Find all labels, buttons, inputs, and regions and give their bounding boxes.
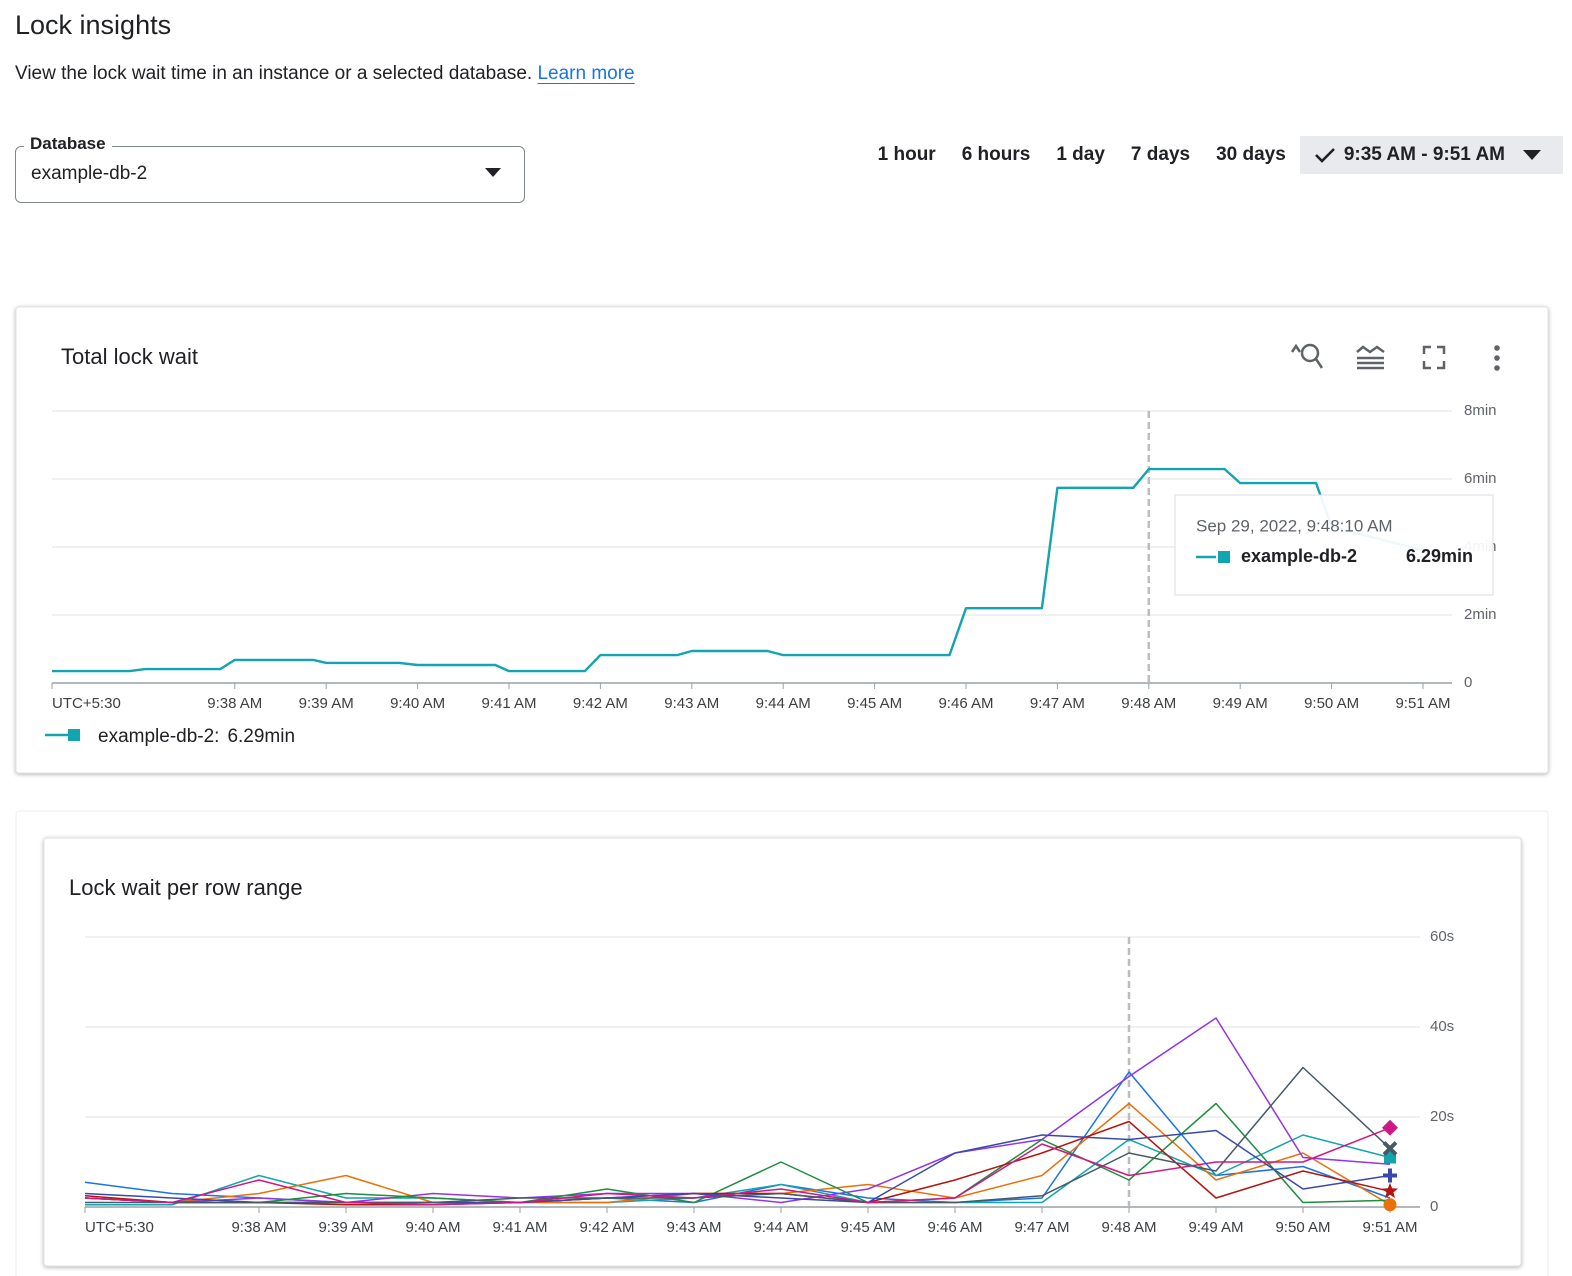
x-tick-label: 9:50 AM	[1275, 1219, 1330, 1236]
zoom-icon[interactable]	[1290, 343, 1324, 369]
x-tick-label: 9:45 AM	[847, 695, 902, 712]
dropdown-arrow	[485, 168, 501, 177]
end-marker	[1384, 1151, 1396, 1164]
y-tick-label: 2min	[1464, 606, 1497, 623]
legend-label: example-db-2:	[98, 726, 219, 747]
x-tick-label: 9:47 AM	[1014, 1219, 1069, 1236]
time-range-button[interactable]: 7 days	[1130, 144, 1191, 165]
time-range-button[interactable]: 6 hours	[961, 144, 1031, 165]
tooltip-series: example-db-2	[1241, 546, 1357, 566]
y-tick-label: 40s	[1430, 1018, 1454, 1035]
custom-range[interactable]: 9:35 AM - 9:51 AM	[1299, 136, 1563, 174]
x-tick-label: 9:49 AM	[1188, 1219, 1243, 1236]
x-tick-label: 9:38 AM	[231, 1219, 286, 1236]
x-tick-label: 9:48 AM	[1121, 695, 1176, 712]
page-title: Lock insights	[15, 10, 172, 40]
more-icon[interactable]	[1494, 345, 1500, 371]
x-tick-label: 9:41 AM	[492, 1219, 547, 1236]
legend-entry: example-db-2: 6.29min	[98, 726, 295, 747]
x-tick-label: 9:43 AM	[664, 695, 719, 712]
x-tick-label: 9:49 AM	[1213, 695, 1268, 712]
chart-title: Lock wait per row range	[69, 875, 303, 900]
x-tick-label: 9:44 AM	[756, 695, 811, 712]
x-tick-label: 9:46 AM	[938, 695, 993, 712]
end-marker	[1383, 1168, 1397, 1183]
toolbar	[1290, 343, 1446, 370]
series-line	[85, 1134, 1391, 1206]
x-tick-label: 9:51 AM	[1395, 695, 1450, 712]
x-tick-label: 9:39 AM	[299, 695, 354, 712]
end-marker	[1382, 1119, 1398, 1136]
x-tick-label: 9:40 AM	[405, 1219, 460, 1236]
x-tick-label: 9:47 AM	[1030, 695, 1085, 712]
x-tick-label: 9:46 AM	[927, 1219, 982, 1236]
tooltip-value: 6.29min	[1406, 546, 1473, 566]
time-range-button[interactable]: 1 hour	[877, 144, 936, 165]
legend-value: 6.29min	[227, 726, 295, 747]
check-icon	[1314, 148, 1335, 163]
x-tick-label: UTC+5:30	[52, 695, 121, 712]
y-tick-label: 20s	[1430, 1108, 1454, 1125]
database-select[interactable]	[15, 146, 525, 203]
series-line	[84, 1102, 1391, 1204]
x-tick-label: 9:48 AM	[1101, 1219, 1156, 1236]
fullscreen-icon[interactable]	[1422, 345, 1446, 370]
chart-title: Total lock wait	[61, 344, 198, 369]
y-tick-label: 60s	[1430, 928, 1454, 945]
x-tick-label: UTC+5:30	[85, 1219, 154, 1236]
tooltip-swatch	[1218, 551, 1230, 563]
y-tick-label: 0	[1430, 1198, 1438, 1215]
x-tick-label: 9:42 AM	[579, 1219, 634, 1236]
custom-range-text: 9:35 AM - 9:51 AM	[1343, 144, 1505, 165]
x-tick-label: 9:50 AM	[1304, 695, 1359, 712]
x-tick-label: 9:40 AM	[390, 695, 445, 712]
series-line	[85, 1066, 1391, 1204]
density-icon[interactable]	[1356, 345, 1385, 370]
x-tick-label: 9:38 AM	[207, 695, 262, 712]
tooltip-title: Sep 29, 2022, 9:48:10 AM	[1196, 516, 1393, 535]
database-label: Database	[24, 134, 112, 154]
card	[15, 306, 1549, 774]
time-range-bar: 1 hour 6 hours 1 day 7 days 30 days 9:35 AM …	[865, 136, 1563, 174]
end-marker	[1382, 1141, 1398, 1156]
y-tick-label: 0	[1464, 674, 1472, 691]
time-range-button[interactable]: 1 day	[1056, 144, 1105, 165]
x-tick-label: 9:51 AM	[1362, 1219, 1417, 1236]
description: View the lock wait time in an instance o…	[15, 63, 635, 85]
series-line	[52, 467, 1424, 673]
dropdown-arrow	[1523, 150, 1541, 160]
series-line	[84, 1127, 1391, 1206]
y-tick-label: 8min	[1464, 402, 1497, 419]
legend-swatch	[68, 729, 80, 741]
x-tick-label: 9:44 AM	[753, 1219, 808, 1236]
x-tick-label: 9:42 AM	[573, 695, 628, 712]
x-tick-label: 9:41 AM	[481, 695, 536, 712]
x-tick-label: 9:45 AM	[840, 1219, 895, 1236]
learn-more-link[interactable]: Learn more	[537, 63, 635, 84]
end-marker	[1383, 1198, 1397, 1212]
y-tick-label: 6min	[1464, 470, 1497, 487]
x-tick-label: 9:39 AM	[318, 1219, 373, 1236]
end-marker	[1381, 1182, 1399, 1199]
series-line	[84, 1017, 1391, 1204]
time-range-button[interactable]: 30 days	[1216, 144, 1286, 165]
database-value: example-db-2	[31, 163, 148, 184]
x-tick-label: 9:43 AM	[666, 1219, 721, 1236]
tooltip	[1174, 494, 1494, 596]
description-text: View the lock wait time in an instance o…	[15, 63, 533, 84]
